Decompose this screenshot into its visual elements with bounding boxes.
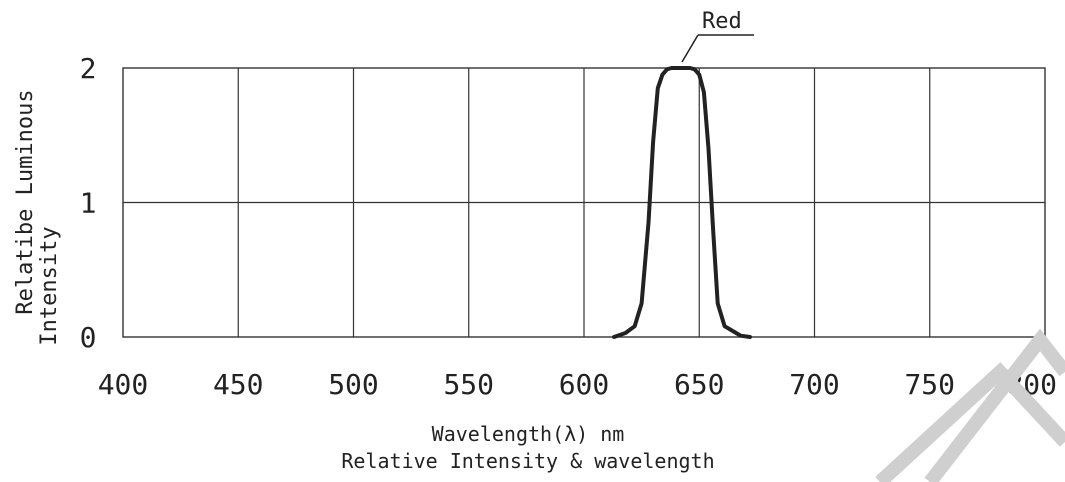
x-tick-label: 450 — [213, 368, 264, 401]
series-annotation-red: Red — [702, 9, 742, 34]
y-tick-labels: 0 1 2 — [80, 52, 97, 354]
y-tick-label: 2 — [80, 52, 97, 85]
x-tick-labels: 400 450 500 550 600 650 700 750 800 — [98, 368, 1057, 401]
y-tick-label: 0 — [80, 321, 97, 354]
y-axis-label-line2: Intensity — [37, 226, 62, 345]
x-tick-label: 700 — [789, 368, 840, 401]
plot-border — [122, 67, 1046, 338]
x-tick-label: 600 — [559, 368, 610, 401]
grid-lines — [123, 68, 1045, 337]
series-layer — [612, 66, 752, 339]
x-tick-label: 550 — [443, 368, 494, 401]
y-tick-label: 1 — [80, 187, 97, 220]
chart-subtitle: Relative Intensity & wavelength — [341, 449, 714, 473]
x-tick-label: 650 — [674, 368, 725, 401]
x-tick-label: 500 — [328, 368, 379, 401]
series-line — [612, 66, 752, 339]
watermark — [875, 328, 1065, 482]
annotation-leader — [681, 34, 699, 63]
x-tick-label: 750 — [904, 368, 955, 401]
plot-frame — [122, 67, 1046, 338]
x-axis-label: Wavelength(λ) nm — [432, 422, 625, 446]
x-tick-label: 400 — [98, 368, 149, 401]
y-axis-label-line1: Relatibe Luminous — [13, 89, 38, 314]
